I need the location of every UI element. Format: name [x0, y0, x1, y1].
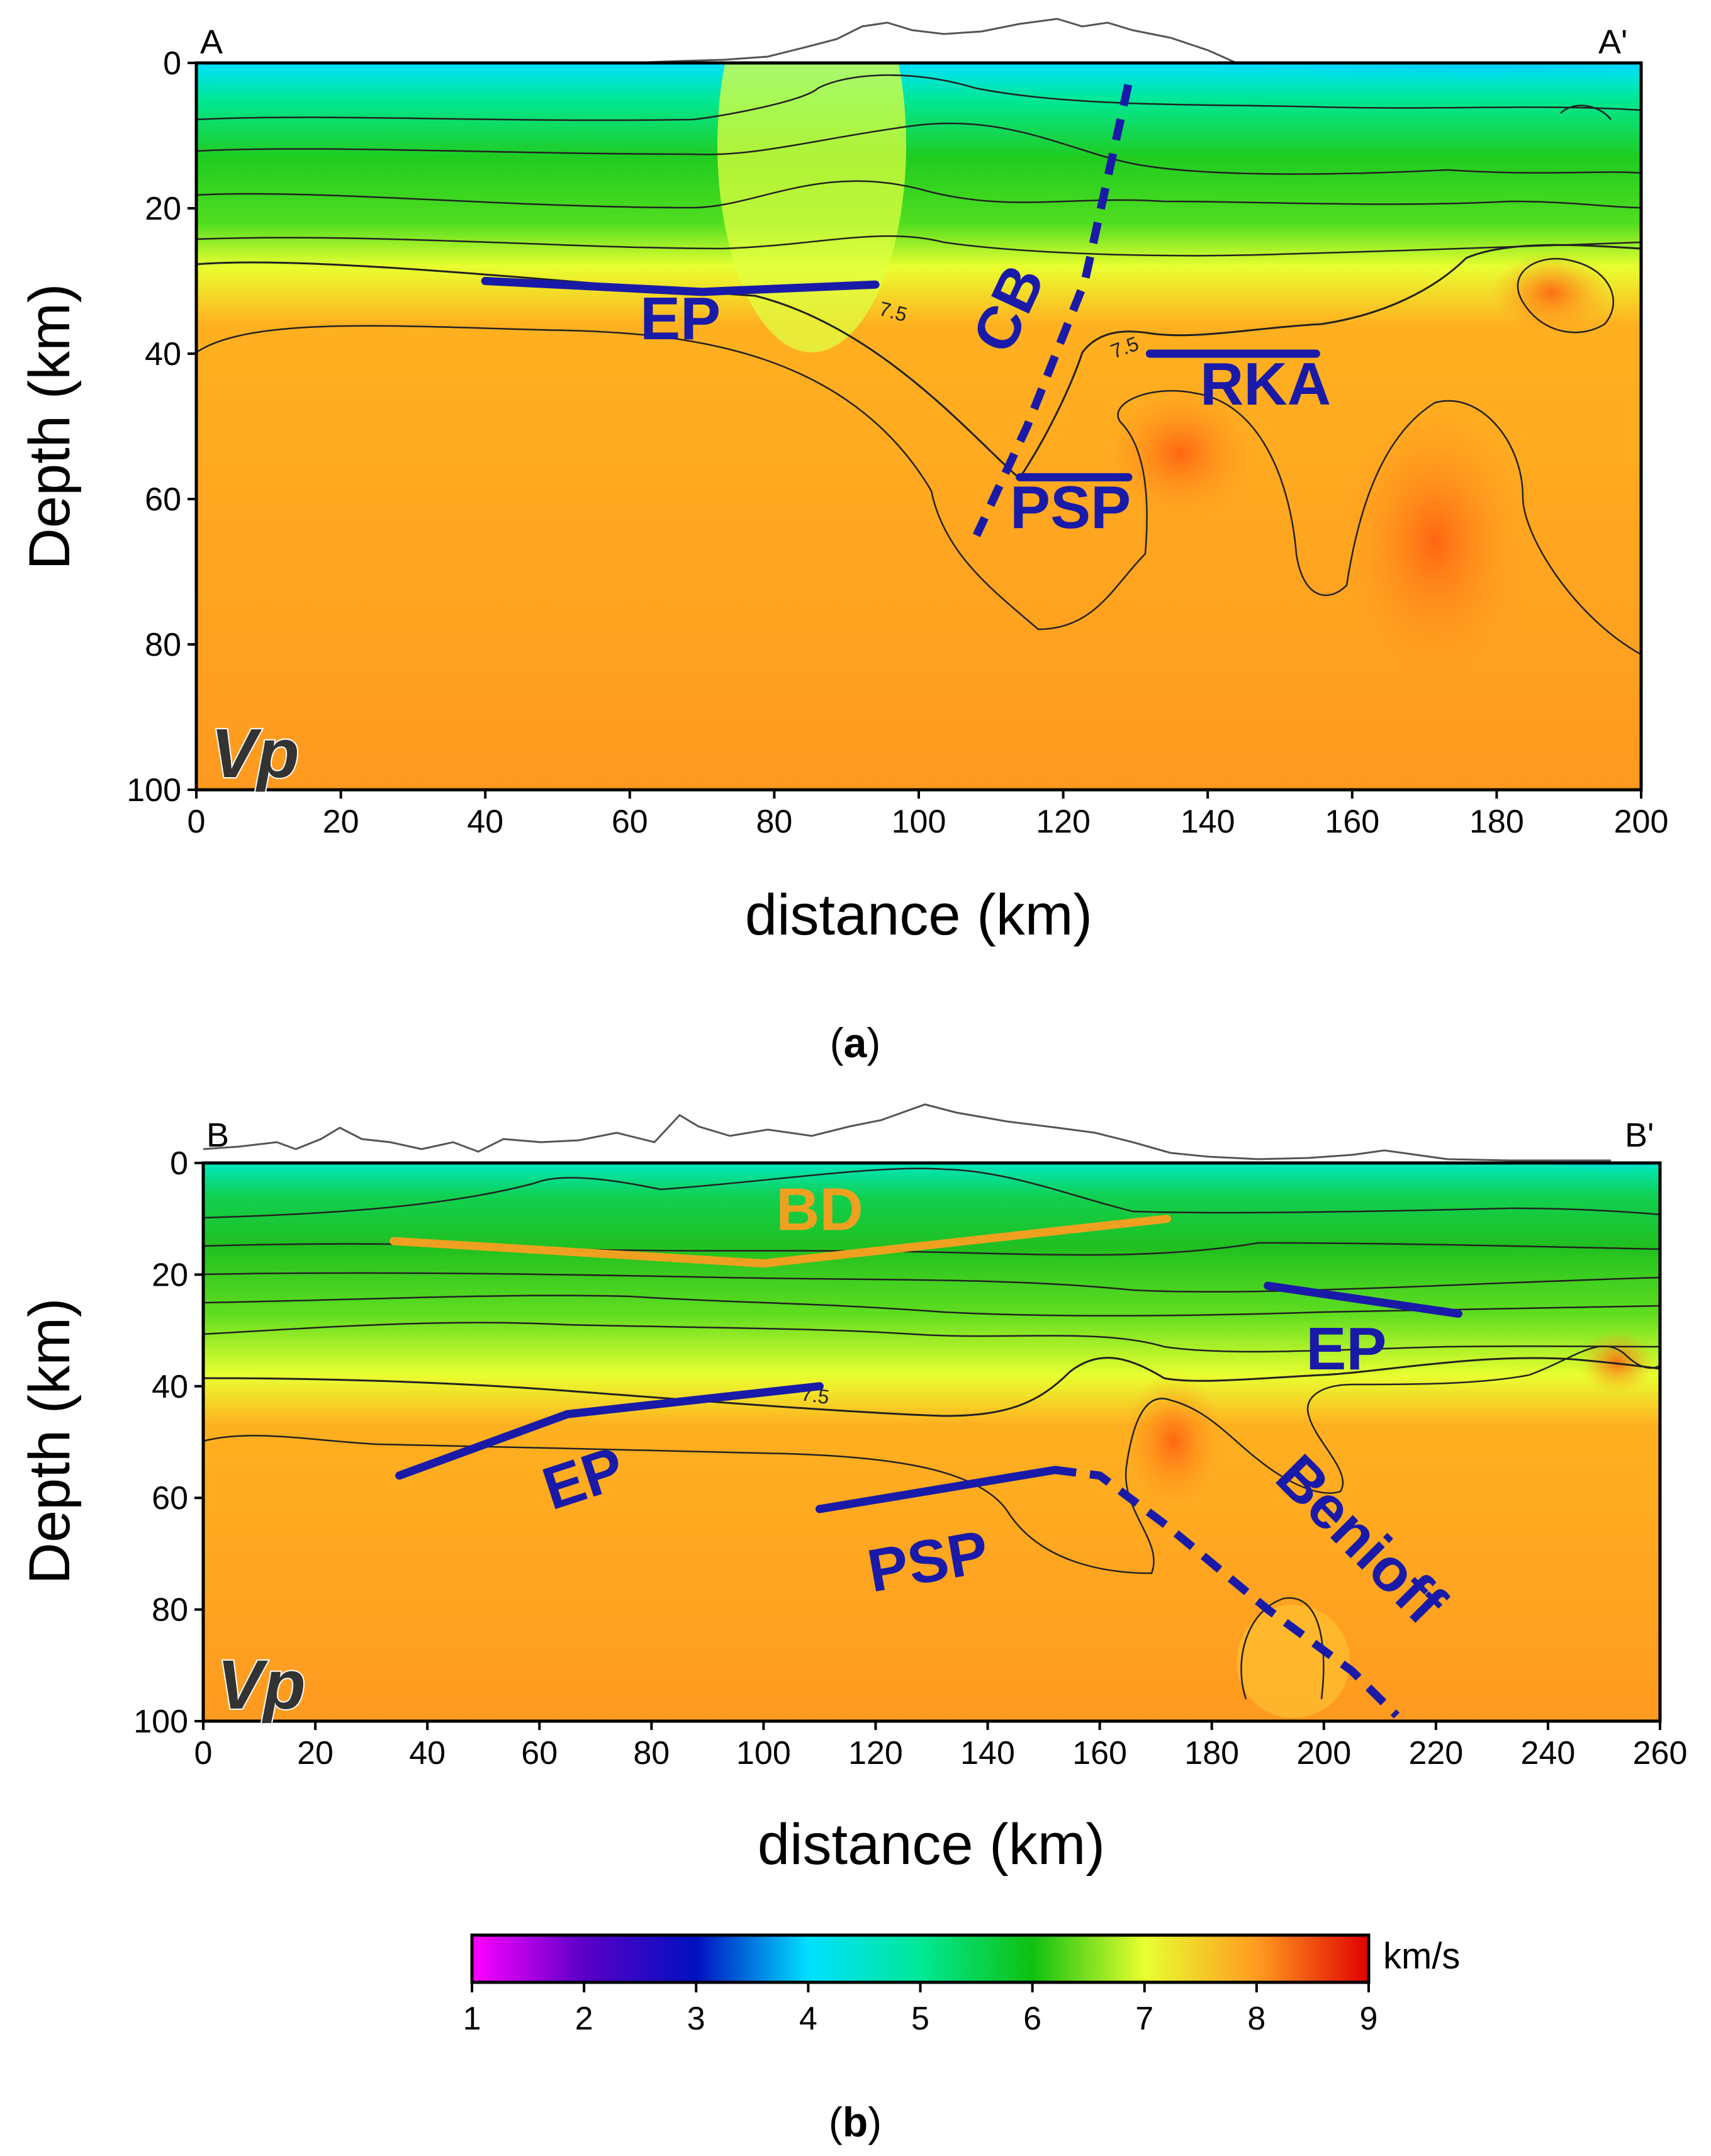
- x-tick-label: 60: [521, 1735, 558, 1771]
- colorbar-tick-label: 3: [687, 2001, 705, 2037]
- vp-label-a: Vp: [211, 715, 300, 792]
- interface-psp: [815, 1466, 1059, 1513]
- x-tick-label: 160: [1325, 804, 1379, 840]
- x-tick-label: 40: [409, 1735, 446, 1771]
- contours-a: [196, 74, 1641, 656]
- interface-bd: [390, 1215, 1171, 1268]
- colorbar-tick-label: 9: [1360, 2001, 1378, 2037]
- x-axis-a: 0 20 40 60 80 100 120 140 160 180 200: [188, 790, 1669, 840]
- colorbar-tick-label: 4: [799, 2001, 817, 2037]
- x-tick-label: 100: [736, 1735, 791, 1771]
- interface-ep: [481, 277, 880, 296]
- colorbar-tick-label: 7: [1135, 2001, 1153, 2037]
- interface-label-bd: BD: [776, 1176, 863, 1243]
- deep-anomaly-b3: [1579, 1331, 1655, 1394]
- y-tick-label: 40: [145, 336, 181, 373]
- colorbar-tick-label: 6: [1023, 2001, 1041, 2037]
- interface-ep-west: [395, 1382, 824, 1480]
- shallow-blue-a: [1215, 63, 1641, 101]
- x-tick-label: 180: [1469, 804, 1524, 840]
- y-tick-label: 40: [152, 1369, 188, 1405]
- colorbar-tick-label: 5: [911, 2001, 929, 2037]
- interface-label-ep-east: EP: [1306, 1315, 1386, 1383]
- colorbar-tick-label: 2: [575, 2001, 593, 2037]
- y-axis-b: 0 20 40 60 80 100: [133, 1145, 203, 1740]
- y-tick-label: 60: [152, 1480, 188, 1517]
- x-tick-label: 180: [1184, 1735, 1239, 1771]
- x-tick-label: 240: [1521, 1735, 1576, 1771]
- deep-anomaly-b2: [1237, 1605, 1350, 1718]
- topography-b: [203, 1103, 1611, 1162]
- y-tick-label: 60: [145, 481, 181, 518]
- section-start-label-a: A: [200, 23, 223, 61]
- y-tick-label: 100: [126, 772, 181, 809]
- x-tick-label: 80: [633, 1735, 670, 1771]
- x-axis-title-b: distance (km): [758, 1812, 1105, 1877]
- x-tick-label: 0: [188, 804, 206, 840]
- interface-label-psp: PSP: [1010, 474, 1131, 541]
- x-axis-title-a: distance (km): [745, 883, 1092, 947]
- interface-label-rka: RKA: [1200, 351, 1331, 418]
- y-tick-label: 20: [152, 1257, 188, 1293]
- y-axis-title-b: Depth (km): [18, 1298, 82, 1585]
- deep-anomaly-a3: [1491, 252, 1611, 334]
- plot-frame-b: [201, 1161, 1662, 1723]
- section-start-label-b: B: [206, 1116, 229, 1154]
- colorbar-unit: km/s: [1383, 1936, 1460, 1977]
- y-tick-label: 100: [133, 1704, 188, 1740]
- interface-label-ep: EP: [640, 285, 721, 352]
- x-tick-label: 0: [194, 1735, 213, 1771]
- x-tick-label: 120: [1036, 804, 1091, 840]
- x-tick-label: 220: [1408, 1735, 1463, 1771]
- colorbar-ticks: 1 2 3 4 5 6 7 8 9: [463, 1982, 1378, 2037]
- x-tick-label: 200: [1614, 804, 1669, 840]
- x-tick-label: 260: [1633, 1735, 1688, 1771]
- section-end-label-b: B': [1625, 1116, 1654, 1154]
- y-axis-a: 0 20 40 60 80 100: [126, 45, 196, 809]
- x-axis-b: 0 20 40 60 80 100 120 140 160 180 200 220 240 260: [194, 1721, 1688, 1771]
- x-tick-label: 20: [297, 1735, 334, 1771]
- topography-a: [629, 18, 1237, 64]
- deep-anomaly-a2: [1340, 403, 1529, 680]
- x-tick-label: 140: [1181, 804, 1235, 840]
- y-tick-label: 80: [152, 1592, 188, 1629]
- y-tick-label: 0: [163, 45, 181, 82]
- section-end-label-a: A': [1598, 23, 1627, 61]
- colorbar-tick-label: 8: [1247, 2001, 1265, 2037]
- interface-ep-east: [1264, 1281, 1462, 1318]
- interface-benioff: [1054, 1466, 1400, 1719]
- y-axis-title-a: Depth (km): [18, 284, 82, 570]
- caption-a: (a): [830, 1019, 881, 1066]
- vp-label-b: Vp: [217, 1646, 306, 1724]
- x-tick-label: 200: [1296, 1735, 1351, 1771]
- x-tick-label: 40: [467, 804, 503, 840]
- deep-anomaly-a1: [1104, 384, 1255, 522]
- colorbar: 1 2 3 4 5 6 7 8 9 km/s: [463, 1933, 1460, 2037]
- deep-anomaly-b1: [1123, 1372, 1224, 1510]
- x-tick-label: 100: [892, 804, 946, 840]
- x-tick-label: 80: [756, 804, 792, 840]
- y-tick-label: 0: [170, 1145, 188, 1182]
- x-tick-label: 60: [612, 804, 648, 840]
- x-tick-label: 140: [960, 1735, 1015, 1771]
- colorbar-tick-label: 1: [463, 2001, 481, 2037]
- colorbar-scale: [470, 1933, 1371, 1984]
- y-tick-label: 80: [145, 627, 181, 663]
- x-tick-label: 120: [848, 1735, 903, 1771]
- y-tick-label: 20: [145, 191, 181, 227]
- shallow-blue-b: [1548, 1163, 1660, 1179]
- shallow-anomaly-a: [717, 63, 906, 352]
- x-tick-label: 160: [1072, 1735, 1127, 1771]
- velocity-field-b: [203, 1163, 1660, 1721]
- caption-b: (b): [829, 2099, 882, 2145]
- x-tick-label: 20: [323, 804, 359, 840]
